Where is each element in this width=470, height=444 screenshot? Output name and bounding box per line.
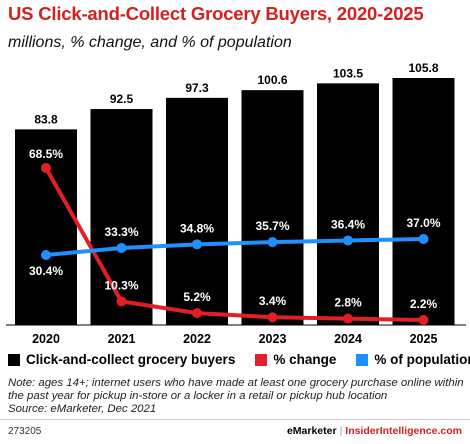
legend-label-population: % of population — [374, 352, 470, 367]
change-point-2020 — [41, 163, 51, 173]
population-value-label-2022: 34.8% — [180, 221, 214, 235]
chart-title: US Click-and-Collect Grocery Buyers, 202… — [8, 3, 424, 24]
chart-id: 273205 — [8, 426, 42, 437]
legend-item-buyers: Click-and-collect grocery buyers — [8, 352, 235, 367]
change-value-label-2022: 5.2% — [183, 290, 211, 304]
x-tick-label-2023: 2023 — [259, 332, 287, 346]
bar-2024 — [317, 83, 379, 325]
bar-value-label-2022: 97.3 — [185, 81, 209, 95]
change-point-2025 — [418, 315, 429, 325]
chart-note: Note: ages 14+; internet users who have … — [8, 377, 464, 416]
bar-value-label-2020: 83.8 — [34, 112, 58, 126]
bar-2022 — [166, 97, 228, 325]
population-value-label-2025: 37.0% — [406, 216, 440, 230]
x-tick-label-2025: 2025 — [410, 332, 438, 346]
population-point-2020 — [41, 250, 51, 260]
legend-item-change: % change — [255, 352, 336, 367]
legend-swatch-population — [356, 353, 369, 366]
bar-value-label-2025: 105.8 — [408, 61, 438, 75]
legend-label-change: % change — [273, 352, 337, 367]
footer-brand: eMarketer | InsiderIntelligence.com — [287, 425, 462, 437]
bar-value-label-2023: 100.6 — [257, 73, 287, 87]
footer-divider — [0, 419, 470, 420]
change-point-2021 — [116, 296, 127, 307]
change-point-2024 — [343, 313, 353, 324]
note-text: Note: ages 14+; internet users who have … — [8, 377, 464, 402]
legend-swatch-change — [255, 353, 268, 366]
population-point-2025 — [418, 234, 429, 244]
population-point-2024 — [343, 235, 353, 246]
x-tick-label-2022: 2022 — [183, 332, 211, 346]
x-tick-label-2024: 2024 — [334, 332, 362, 346]
change-value-label-2023: 3.4% — [259, 294, 287, 308]
bar-2020 — [15, 129, 77, 325]
chart-subtitle: millions, % change, and % of population — [8, 34, 292, 51]
legend-item-population: % of population — [356, 352, 470, 367]
source-text: Source: eMarketer, Dec 2021 — [8, 403, 157, 415]
population-value-label-2020: 30.4% — [29, 264, 63, 278]
population-value-label-2023: 35.7% — [255, 219, 289, 233]
legend-label-buyers: Click-and-collect grocery buyers — [26, 352, 236, 367]
legend-swatch-buyers — [8, 353, 20, 366]
x-tick-label-2020: 2020 — [32, 332, 60, 346]
bar-2021 — [90, 109, 153, 325]
bar-value-label-2024: 103.5 — [333, 66, 363, 80]
change-line — [44, 167, 424, 322]
brand-separator: | — [339, 425, 343, 437]
change-value-label-2025: 2.2% — [410, 297, 438, 311]
bar-value-label-2021: 92.5 — [110, 92, 134, 106]
change-point-2023 — [267, 312, 278, 323]
change-value-label-2024: 2.8% — [334, 296, 362, 310]
chart-area: 83.8 92.5 97.3 100.6 103.5 105.8 2020 2021 2022 2… — [6, 61, 466, 346]
population-point-2023 — [267, 237, 278, 248]
population-point-2022 — [192, 239, 202, 250]
bar-2025 — [392, 78, 455, 325]
chart-legend: Click-and-collect grocery buyers % chang… — [8, 352, 470, 367]
brand-emarketer: eMarketer — [286, 425, 337, 437]
population-value-label-2024: 36.4% — [331, 217, 365, 231]
bar-2023 — [241, 90, 304, 325]
population-line — [45, 237, 424, 257]
brand-insider-intelligence: InsiderIntelligence.com — [345, 425, 462, 437]
change-value-label-2020: 68.5% — [29, 147, 63, 161]
population-point-2021 — [116, 242, 127, 253]
change-point-2022 — [192, 308, 202, 319]
population-value-label-2021: 33.3% — [104, 225, 138, 239]
x-tick-label-2021: 2021 — [108, 332, 136, 346]
change-value-label-2021: 10.3% — [104, 278, 138, 292]
